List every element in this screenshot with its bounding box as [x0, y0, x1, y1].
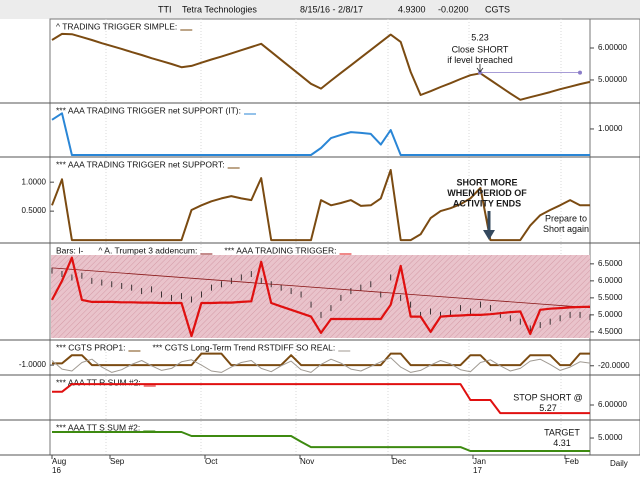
- tick-label: 5.00000: [598, 75, 627, 84]
- x-tick-label: Jan: [473, 457, 486, 466]
- date-range: 8/15/16 - 2/8/17: [300, 4, 363, 14]
- plot-frame: [49, 18, 640, 456]
- annotation-arrowhead: [483, 230, 495, 240]
- tick-label: 6.00000: [598, 43, 627, 52]
- series-line: [51, 357, 591, 373]
- series-name: *** AAA TT R SUM #2:: [56, 377, 141, 387]
- annotation: WHEN PERIOD OF: [447, 188, 527, 198]
- tick-label: 5.0000: [598, 433, 623, 442]
- annotation: ACTIVITY ENDS: [453, 198, 521, 208]
- symbol: TTI: [158, 4, 172, 14]
- annotation: SHORT MORE: [456, 177, 517, 187]
- series-line: [51, 32, 591, 101]
- annotation: 4.31: [553, 438, 571, 448]
- x-tick-label: Dec: [392, 457, 406, 466]
- series-line: [52, 383, 590, 415]
- annotation: Short again: [543, 224, 589, 234]
- series-name: *** AAA TRADING TRIGGER net SUPPORT:: [56, 159, 225, 169]
- series-name: ^ A. Trumpet 3 addencum:: [98, 245, 197, 255]
- series-line: [52, 352, 590, 367]
- series-name: Bars: I-: [56, 245, 84, 255]
- annotation: STOP SHORT @: [513, 392, 583, 402]
- panel-background: [51, 255, 590, 338]
- series-name: *** AAA TT S SUM #2:: [56, 422, 140, 432]
- x-year-label: 16: [52, 466, 61, 475]
- series-name: *** CGTS Long-Term Trend RSTDIFF SO REAL…: [152, 342, 335, 352]
- tick-label: 0.5000: [22, 206, 47, 215]
- reference-label: 5.23: [471, 32, 489, 42]
- x-tick-label: Feb: [565, 457, 579, 466]
- annotation: Close SHORT: [452, 44, 509, 54]
- annotation-arrowhead: [476, 67, 484, 73]
- tick-label: 1.0000: [22, 177, 47, 186]
- price-change: -0.0200: [438, 4, 469, 14]
- panels: 6.00000 5.00000 ^ TRADING TRIGGER SIMPLE: 5…: [0, 18, 640, 475]
- annotation: if level breached: [447, 55, 513, 65]
- series-line: [51, 112, 590, 156]
- reference-handle: [578, 70, 582, 75]
- tick-label: -1.0000: [19, 360, 47, 369]
- tick-label: 6.00000: [598, 400, 627, 409]
- x-tick-label: Oct: [205, 457, 218, 466]
- x-tick-label: Aug: [52, 457, 66, 466]
- annotation: 5.27: [539, 403, 557, 413]
- study-name: CGTS: [485, 4, 510, 14]
- tick-label: 6.0000: [598, 276, 623, 285]
- header-bar: [0, 0, 640, 19]
- series-name: *** CGTS PROP1:: [56, 342, 125, 352]
- series-name: ^ TRADING TRIGGER SIMPLE:: [56, 21, 177, 31]
- tick-label: 5.0000: [598, 310, 623, 319]
- tick-label: 4.5000: [598, 327, 623, 336]
- company-name: Tetra Technologies: [182, 4, 257, 14]
- annotation: TARGET: [544, 427, 580, 437]
- series-line: [51, 169, 590, 242]
- period-label: Daily: [610, 459, 628, 468]
- tick-label: 1.0000: [598, 124, 623, 133]
- tick-label: 5.5000: [598, 293, 623, 302]
- series-line: [51, 256, 591, 338]
- x-tick-label: Nov: [300, 457, 314, 466]
- series-line: [52, 431, 590, 452]
- tick-label: 6.5000: [598, 259, 623, 268]
- series-line: [51, 267, 591, 309]
- series-name: *** AAA TRADING TRIGGER:: [224, 245, 336, 255]
- annotation: Prepare to: [545, 213, 587, 223]
- last-price: 4.9300: [398, 4, 426, 14]
- tick-label: -20.0000: [598, 361, 630, 370]
- x-tick-label: Sep: [110, 457, 125, 466]
- x-year-label: 17: [473, 466, 482, 475]
- series-name: *** AAA TRADING TRIGGER net SUPPORT (IT)…: [56, 105, 241, 115]
